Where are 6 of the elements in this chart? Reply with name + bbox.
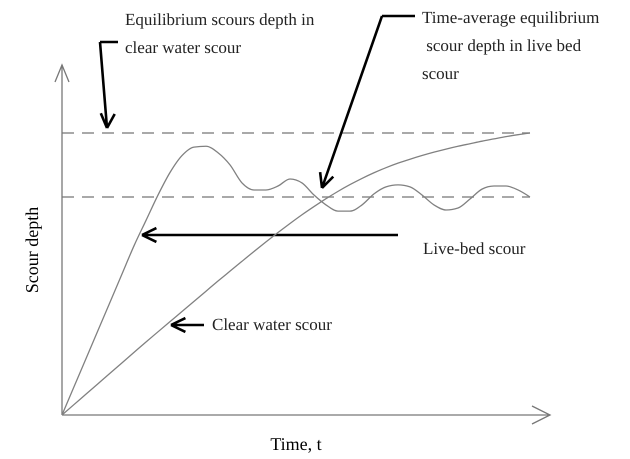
x-axis-title: Time, t <box>270 434 322 454</box>
text: Time-average equilibrium scour depth in live bed scour <box>422 8 600 83</box>
series-label: Clear water scour <box>212 315 332 334</box>
text: Live-bed scour <box>423 239 526 258</box>
text: Equilibrium scours depth in clear water scour <box>125 10 315 57</box>
y-axis-title: Scour depth <box>22 206 42 294</box>
